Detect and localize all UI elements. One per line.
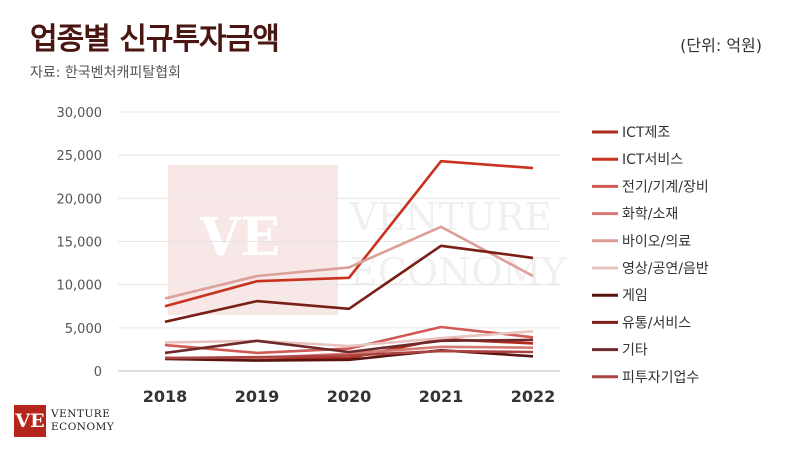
series-line [164, 325, 534, 355]
series-line [164, 330, 534, 348]
x-tick-label: 2022 [511, 387, 556, 406]
legend-label: 기타 [622, 343, 648, 359]
y-tick-label: 30,000 [57, 106, 103, 121]
svg-text:VE: VE [199, 207, 280, 268]
y-tick-label: 25,000 [57, 149, 103, 164]
x-tick-label: 2020 [327, 387, 372, 406]
series-line [164, 244, 534, 324]
legend-label: 영상/공연/음반 [622, 261, 709, 277]
grid-lines [118, 111, 560, 372]
legend-label: ICT서비스 [622, 152, 683, 168]
legend-label: 화학/소재 [622, 207, 678, 223]
y-axis: 0 5,000 10,000 15,000 20,000 25,000 30,000 [57, 106, 103, 380]
y-tick-label: 10,000 [57, 279, 103, 294]
logo-mark: VE [14, 405, 46, 437]
chart-title: 업종별 신규투자금액 [30, 22, 280, 57]
y-tick-label: 20,000 [57, 192, 103, 207]
legend: ICT제조 ICT서비스전기/기계/장비화학/소재바이오/의료영상/공연/음반게임… [592, 125, 709, 386]
series-line [164, 159, 534, 308]
series-lines [164, 159, 534, 362]
y-tick-label: 0 [94, 365, 102, 380]
y-tick-label: 15,000 [57, 236, 103, 251]
legend-label: 게임 [622, 288, 648, 304]
legend-label: 피투자기업수 [622, 370, 699, 386]
legend-label: 바이오/의료 [622, 234, 691, 250]
x-axis: 2018 2019 2020 2021 2022 [143, 387, 556, 406]
x-tick-label: 2019 [235, 387, 280, 406]
y-tick-label: 5,000 [65, 322, 102, 337]
venture-economy-logo: VE VENTURE ECONOMY [14, 405, 144, 439]
svg-text:ECONOMY: ECONOMY [350, 250, 567, 294]
x-tick-label: 2021 [419, 387, 464, 406]
legend-label: 전기/기계/장비 [622, 179, 709, 195]
x-tick-label: 2018 [143, 387, 188, 406]
logo-text: VENTURE ECONOMY [51, 408, 114, 434]
series-line [164, 225, 534, 300]
logo-line-2: ECONOMY [51, 421, 115, 433]
series-line [164, 349, 534, 360]
unit-label: (단위: 억원) [680, 36, 762, 55]
series-line [164, 338, 534, 355]
legend-label: ICT제조 [622, 125, 670, 141]
logo-line-1: VENTURE [51, 408, 111, 420]
legend-label: 유통/서비스 [622, 315, 691, 331]
source-label: 자료: 한국벤처캐피탈협회 [30, 65, 181, 81]
watermark-logo: VE VENTURE ECONOMY [168, 165, 567, 315]
